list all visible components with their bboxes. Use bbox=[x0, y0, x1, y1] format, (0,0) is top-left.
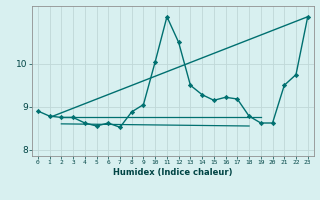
X-axis label: Humidex (Indice chaleur): Humidex (Indice chaleur) bbox=[113, 168, 233, 177]
